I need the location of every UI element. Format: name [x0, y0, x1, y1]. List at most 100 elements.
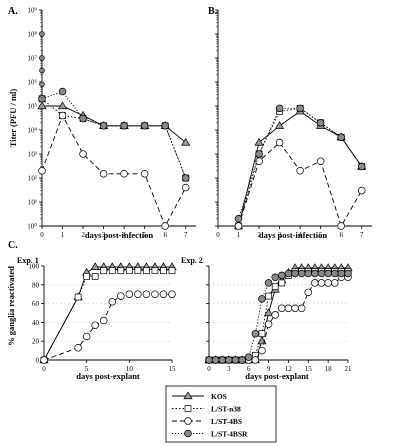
- x-axis-title-b: days post-infection: [259, 230, 328, 240]
- data-point-l-st-4bs: [251, 356, 260, 364]
- x-tick-label-a: 2: [81, 231, 85, 239]
- data-point-l-st-4bsr: [225, 356, 233, 364]
- data-point-l-st-4bsr: [264, 279, 273, 287]
- x-tick-label-b: 0: [216, 231, 220, 239]
- data-point-l-st-n38: [74, 293, 82, 301]
- y-tick-label-c1: 60: [32, 300, 40, 308]
- data-point-l-st-4bs: [278, 304, 286, 313]
- data-point-l-st-4bs: [255, 157, 263, 165]
- data-point-l-st-4bs: [125, 290, 134, 298]
- x-axis-title-c2: days post-explant: [245, 371, 309, 381]
- data-point-l-st-4bsr: [231, 356, 240, 364]
- x-tick-label-b: 7: [360, 231, 364, 239]
- data-point-l-st-4bsr: [271, 273, 279, 282]
- data-point-l-st-4bs: [40, 356, 48, 364]
- legend-label-l-st-n38: L/ST-n38: [211, 405, 241, 414]
- x-tick-label-a: 5: [143, 231, 147, 239]
- x-tick-label-c1: 0: [42, 365, 46, 373]
- panel-b: B. days post-infection 0 1 2 3 4 5 6 7: [208, 6, 372, 240]
- x-tick-label-c2: 6: [247, 365, 251, 373]
- data-point-l-st-4bsr: [58, 87, 67, 96]
- data-point-l-st-4bsr: [120, 122, 128, 130]
- data-point-l-st-4bsr: [324, 269, 332, 278]
- data-point-l-st-4bs: [291, 304, 299, 313]
- legend: KOS L/ST-n38 L/ST-4BS L/ST-4BSR: [165, 385, 277, 443]
- data-point-l-st-n38: [83, 272, 91, 280]
- data-point-l-st-n38: [134, 267, 142, 275]
- data-point-l-st-4bs: [284, 304, 293, 313]
- data-point-l-st-4bsr: [337, 269, 346, 278]
- legend-label-kos: KOS: [211, 392, 227, 401]
- data-point-l-st-4bsr: [234, 215, 243, 223]
- data-point-l-st-4bsr: [140, 122, 149, 130]
- data-point-l-st-4bs: [82, 332, 91, 341]
- x-tick-label-c2: 15: [305, 365, 313, 373]
- data-point-kos: [254, 137, 264, 146]
- data-point-kos: [274, 121, 285, 129]
- data-point-l-st-n38: [100, 267, 108, 275]
- legend-label-l-st-4bsr: L/ST-4BSR: [211, 430, 248, 439]
- series-l-st-4bsr-a: [38, 87, 190, 182]
- data-point-l-st-n38: [125, 267, 133, 275]
- data-point-l-st-4bs: [234, 222, 243, 230]
- data-point-l-st-n38: [168, 267, 176, 275]
- data-point-l-st-4bsr: [317, 269, 326, 278]
- series-l-st-4bs-b: [234, 138, 366, 230]
- data-point-l-st-4bs: [99, 316, 108, 325]
- x-tick-label-b: 2: [257, 231, 261, 239]
- data-point-l-st-4bsr: [337, 133, 345, 141]
- data-point-l-st-4bs: [181, 183, 190, 192]
- panel-label-c: C.: [8, 240, 18, 251]
- exp2-label: Exp. 2: [181, 256, 203, 265]
- x-tick-label-a: 4: [122, 231, 126, 239]
- data-point-l-st-4bs: [331, 279, 339, 287]
- extra-point: [39, 81, 45, 88]
- data-point-l-st-4bsr: [255, 150, 263, 158]
- data-point-l-st-4bs: [79, 150, 87, 158]
- data-point-l-st-4bs: [275, 138, 284, 147]
- data-point-l-st-n38: [91, 272, 99, 280]
- data-point-l-st-4bs: [258, 346, 266, 355]
- data-point-l-st-4bsr: [181, 174, 190, 182]
- extra-point: [39, 55, 45, 61]
- x-axis-title-a: days post-infection: [85, 230, 154, 240]
- x-tick-label-c2: 21: [345, 365, 353, 373]
- x-tick-label-a: 6: [163, 231, 167, 239]
- y-tick-label-c1: 100: [29, 263, 40, 271]
- plot-area-a: 0 1 2 3 4 5 6 7 10⁰ 10¹ 10² 10³ 10⁴ 10⁵ 10⁶ 10⁷ 10⁸ 10⁹: [27, 7, 196, 239]
- series-l-st-4bs-a: [38, 111, 190, 230]
- series-l-st-n38-c1: [40, 267, 176, 364]
- y-tick-label-c1: 40: [32, 319, 40, 327]
- data-point-l-st-n38: [160, 267, 167, 275]
- data-point-l-st-4bsr: [296, 104, 304, 113]
- data-point-l-st-n38: [143, 267, 150, 275]
- legend-label-l-st-4bs: L/ST-4BS: [211, 417, 242, 426]
- x-tick-label-c1: 15: [169, 365, 177, 373]
- data-point-l-st-4bsr: [238, 356, 246, 364]
- data-point-l-st-4bs: [134, 290, 142, 298]
- y-tick-label-a: 10⁷: [28, 55, 38, 63]
- panel-label-b: B.: [208, 6, 218, 17]
- x-tick-label-b: 4: [298, 231, 302, 239]
- data-point-l-st-4bsr: [258, 295, 266, 303]
- y-tick-label-c1: 80: [32, 281, 40, 289]
- data-point-l-st-4bs: [296, 167, 304, 175]
- x-tick-label-a: 7: [184, 231, 188, 239]
- data-point-l-st-4bsr: [284, 269, 293, 278]
- legend-marker-l-st-4bsr: [184, 429, 192, 438]
- series-kos-c1: [39, 262, 177, 364]
- data-point-l-st-n38: [258, 330, 266, 338]
- data-point-l-st-4bs: [316, 157, 325, 165]
- data-point-l-st-4bsr: [311, 269, 319, 278]
- data-point-l-st-4bsr: [99, 122, 108, 130]
- series-line-l-st-n38: [41, 98, 187, 179]
- data-point-l-st-4bs: [317, 279, 326, 287]
- data-point-kos: [181, 137, 191, 146]
- data-point-l-st-4bsr: [316, 119, 325, 127]
- data-point-l-st-n38: [278, 279, 286, 287]
- x-tick-label-c1: 5: [85, 365, 89, 373]
- data-point-l-st-n38: [108, 267, 116, 275]
- data-point-l-st-4bs: [142, 290, 151, 298]
- y-tick-label-a: 10⁶: [28, 79, 38, 87]
- data-point-l-st-4bsr: [304, 269, 313, 278]
